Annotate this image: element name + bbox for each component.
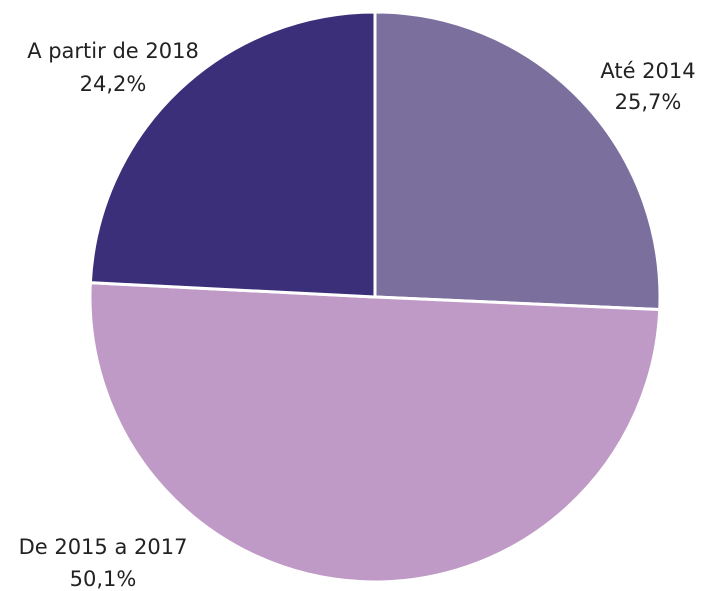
slice-value: 25,7% (615, 90, 682, 114)
slice-label: A partir de 2018 (27, 39, 199, 63)
slice-value: 24,2% (80, 72, 147, 96)
pie-slice (373, 10, 662, 312)
pie-slice (88, 281, 662, 584)
pie-slice (88, 10, 377, 299)
slice-label: Até 2014 (600, 59, 695, 83)
slice-value: 50,1% (70, 567, 137, 591)
slice-label: De 2015 a 2017 (19, 535, 188, 559)
